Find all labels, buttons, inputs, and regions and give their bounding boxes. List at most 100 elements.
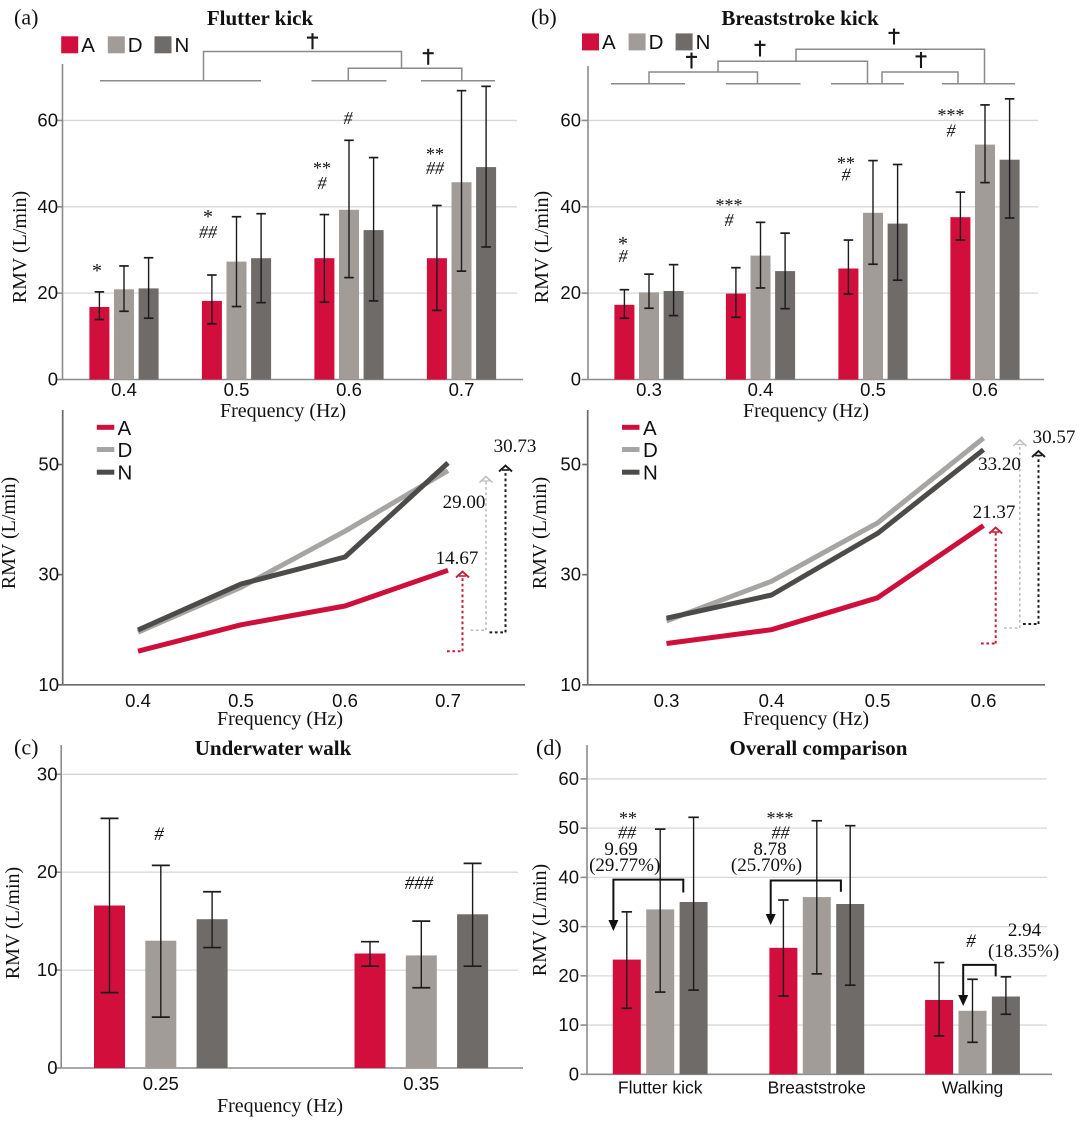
svg-text:33.20: 33.20 [978, 454, 1021, 475]
svg-text:30.73: 30.73 [494, 436, 537, 457]
svg-text:**: ** [313, 158, 331, 178]
svg-text:Overall comparison: Overall comparison [730, 736, 908, 760]
svg-text:0.7: 0.7 [435, 690, 461, 711]
svg-text:###: ### [405, 873, 434, 894]
svg-text:0.5: 0.5 [865, 690, 891, 711]
svg-text:RMV (L/min): RMV (L/min) [9, 191, 31, 303]
svg-text:40: 40 [37, 196, 58, 217]
svg-text:RMV (L/min): RMV (L/min) [2, 867, 24, 979]
svg-text:#: # [344, 108, 354, 128]
svg-text:***: *** [716, 195, 743, 215]
svg-text:D: D [128, 34, 143, 57]
svg-text:29.00: 29.00 [443, 492, 486, 513]
svg-text:30: 30 [558, 916, 579, 937]
svg-text:0.5: 0.5 [228, 690, 254, 711]
svg-text:RMV (L/min): RMV (L/min) [0, 477, 20, 589]
svg-text:N: N [175, 34, 190, 57]
svg-text:60: 60 [37, 109, 58, 130]
svg-text:Breaststroke kick: Breaststroke kick [721, 6, 879, 30]
svg-text:***: *** [767, 808, 794, 828]
svg-text:**: ** [619, 808, 637, 828]
svg-text:RMV (L/min): RMV (L/min) [531, 191, 553, 303]
svg-text:10: 10 [38, 674, 59, 695]
svg-text:#: # [947, 121, 957, 141]
svg-text:20: 20 [560, 282, 581, 303]
svg-text:20: 20 [37, 282, 58, 303]
svg-text:#: # [154, 824, 164, 845]
svg-text:0.3: 0.3 [636, 379, 662, 400]
svg-text:(c): (c) [14, 735, 38, 760]
svg-text:0: 0 [569, 1063, 579, 1084]
svg-text:A: A [643, 417, 657, 440]
svg-text:D: D [649, 31, 664, 54]
svg-text:Frequency (Hz): Frequency (Hz) [217, 1095, 343, 1117]
svg-text:Frequency (Hz): Frequency (Hz) [743, 708, 869, 730]
svg-text:Underwater walk: Underwater walk [195, 736, 352, 760]
svg-text:#: # [619, 246, 629, 266]
svg-text:30: 30 [560, 564, 581, 585]
svg-text:2.94: 2.94 [1008, 920, 1042, 941]
svg-text:10: 10 [560, 674, 581, 695]
svg-text:0.4: 0.4 [125, 690, 151, 711]
svg-text:0.6: 0.6 [336, 379, 362, 400]
svg-text:#: # [725, 210, 735, 230]
svg-text:#: # [842, 165, 852, 185]
svg-text:##: ## [426, 158, 445, 178]
svg-text:(18.35%): (18.35%) [988, 941, 1059, 962]
svg-text:RMV (L/min): RMV (L/min) [529, 477, 551, 589]
svg-text:(25.70%): (25.70%) [731, 855, 802, 876]
svg-text:A: A [602, 31, 616, 54]
svg-text:A: A [118, 417, 132, 440]
svg-text:*: * [92, 260, 102, 282]
svg-text:0.4: 0.4 [111, 379, 137, 400]
svg-text:40: 40 [560, 196, 581, 217]
svg-text:Flutter kick: Flutter kick [618, 1078, 703, 1098]
svg-text:Frequency (Hz): Frequency (Hz) [217, 708, 343, 730]
svg-text:0.6: 0.6 [972, 379, 998, 400]
svg-text:50: 50 [558, 817, 579, 838]
svg-text:Flutter kick: Flutter kick [207, 6, 314, 30]
svg-text:50: 50 [560, 454, 581, 475]
svg-text:0: 0 [47, 1057, 57, 1078]
svg-text:##: ## [618, 823, 637, 843]
svg-text:0.3: 0.3 [654, 690, 680, 711]
svg-text:0.6: 0.6 [332, 690, 358, 711]
svg-text:0.25: 0.25 [143, 1073, 179, 1094]
svg-text:0: 0 [571, 369, 581, 390]
svg-text:***: *** [938, 105, 965, 125]
svg-text:#: # [966, 931, 976, 952]
svg-text:30: 30 [37, 763, 58, 784]
svg-text:10: 10 [558, 1014, 579, 1035]
svg-text:60: 60 [560, 109, 581, 130]
svg-text:(d): (d) [536, 735, 562, 760]
svg-text:A: A [81, 34, 95, 57]
svg-text:0: 0 [48, 369, 58, 390]
svg-text:Frequency (Hz): Frequency (Hz) [743, 400, 869, 422]
svg-text:Frequency (Hz): Frequency (Hz) [220, 400, 346, 422]
svg-text:10: 10 [37, 959, 58, 980]
svg-text:#: # [318, 173, 328, 193]
svg-text:N: N [696, 31, 711, 54]
svg-text:8.78: 8.78 [753, 839, 786, 860]
svg-text:40: 40 [558, 866, 579, 887]
svg-text:*: * [203, 206, 213, 228]
svg-text:60: 60 [558, 768, 579, 789]
svg-text:0.4: 0.4 [748, 379, 774, 400]
svg-text:(b): (b) [531, 5, 557, 30]
svg-text:0.4: 0.4 [759, 690, 785, 711]
svg-text:##: ## [772, 823, 791, 843]
svg-text:Breaststroke: Breaststroke [768, 1078, 866, 1098]
svg-text:0.7: 0.7 [449, 379, 475, 400]
svg-text:Walking: Walking [942, 1078, 1004, 1098]
svg-text:**: ** [837, 153, 855, 173]
svg-text:**: ** [426, 144, 444, 164]
svg-text:D: D [118, 439, 133, 462]
svg-text:14.67: 14.67 [436, 548, 479, 569]
svg-text:N: N [643, 462, 658, 485]
svg-text:0.35: 0.35 [403, 1073, 439, 1094]
svg-text:0.6: 0.6 [971, 690, 997, 711]
svg-text:0.5: 0.5 [860, 379, 886, 400]
svg-text:*: * [618, 233, 628, 255]
svg-text:##: ## [199, 222, 218, 242]
svg-text:N: N [118, 462, 133, 485]
